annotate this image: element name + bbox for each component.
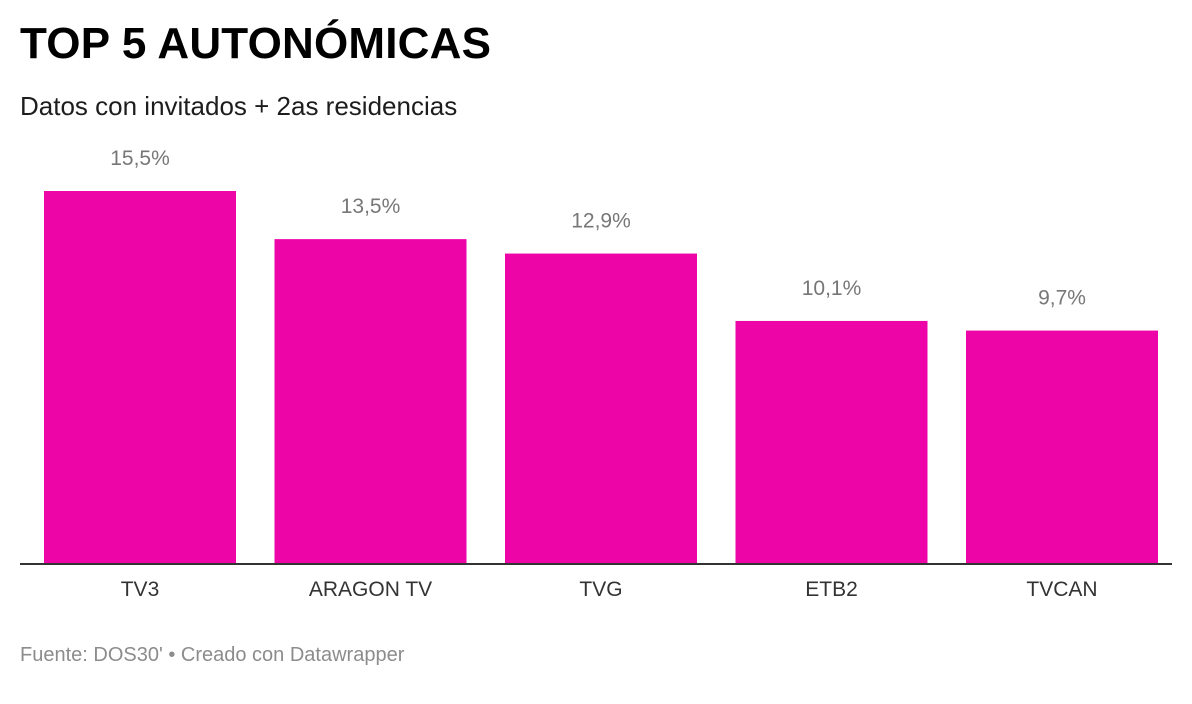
bar-value-label: 10,1% [802,277,862,300]
bar-value-label: 15,5% [110,147,170,170]
bar-value-label: 12,9% [571,210,631,233]
bar-aragon-tv [274,239,467,564]
chart-subtitle: Datos con invitados + 2as residencias [20,91,458,121]
bar-tvcan [966,330,1158,564]
category-label: ARAGON TV [309,578,432,601]
category-label: ETB2 [805,578,858,601]
category-label: TV3 [121,578,160,601]
bar-tvg [505,253,697,564]
bar-etb2 [735,320,928,564]
category-label: TVG [579,578,622,601]
bar-tv3 [44,191,236,564]
bar-value-label: 9,7% [1038,287,1086,310]
chart-title: TOP 5 AUTONÓMICAS [20,19,492,68]
category-label: TVCAN [1026,578,1097,601]
bar-value-label: 13,5% [341,195,401,218]
source-footer: Fuente: DOS30' • Creado con Datawrapper [20,644,405,666]
